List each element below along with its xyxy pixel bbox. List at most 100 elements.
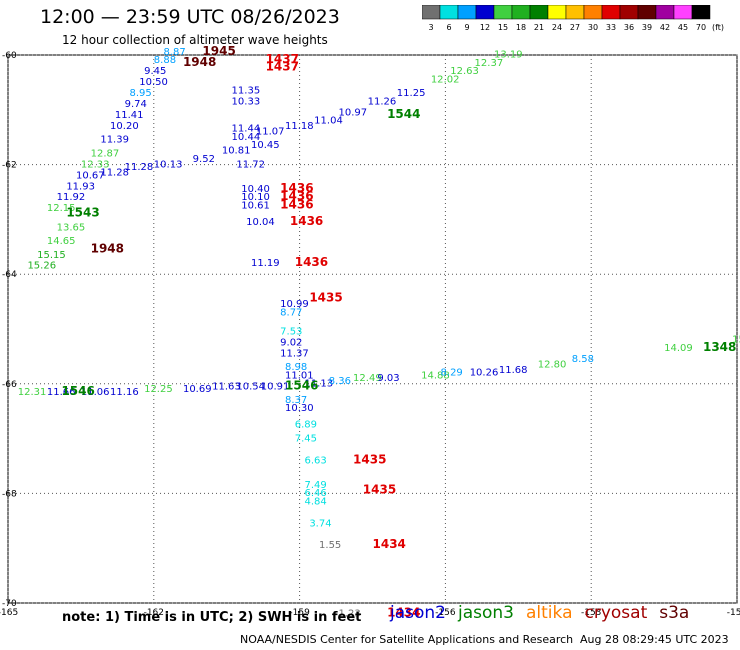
wave-height-label: 11.66: [47, 387, 76, 398]
wave-height-label: 8.37: [285, 395, 307, 406]
wave-height-label: 1.23: [338, 609, 360, 620]
pass-time-label: 1434: [387, 606, 420, 620]
wave-height-label: 15.15: [37, 250, 66, 261]
pass-time-label: 1948: [183, 55, 216, 69]
colorbar-swatch: [691, 5, 711, 20]
wave-height-label: 8.95: [130, 88, 152, 99]
colorbar-label: 70: [696, 23, 706, 32]
wave-height-label: 13.65: [57, 222, 86, 233]
wave-height-label: 10.26: [470, 368, 499, 379]
wave-height-label: 9.02: [280, 337, 302, 348]
wave-height-label: 7.45: [295, 433, 317, 444]
wave-height-label: 8.98: [285, 362, 307, 373]
wave-height-label: 11.16: [110, 387, 139, 398]
x-tick-label: -159: [289, 608, 310, 618]
satellite-legend-item: altika: [526, 603, 573, 623]
pass-time-label: 1543: [66, 206, 99, 220]
y-tick-label: -70: [2, 599, 17, 609]
wave-height-label: 10.67: [76, 170, 105, 181]
color-scale-legend: 3 6 9 12 15 18 21 24 27 30 33 36 39 42 45 70 (ft): [422, 5, 724, 32]
wave-height-label: 7.49: [304, 480, 326, 491]
wave-height-label: 10.91: [261, 381, 290, 392]
colorbar-label: 33: [606, 23, 616, 32]
wave-height-label: 14.09: [664, 343, 693, 354]
wave-height-label: 9.45: [144, 66, 166, 77]
wave-height-label: 10.13: [154, 159, 183, 170]
pass-time-label: 1434: [373, 537, 406, 551]
pass-time-label: 1436: [295, 255, 328, 269]
wave-height-label: 15.: [732, 335, 740, 346]
wave-height-label: 11.68: [499, 365, 528, 376]
wave-height-label: 11.18: [285, 121, 314, 132]
pass-time-label: 1945: [202, 44, 235, 58]
wave-height-label: 11.06: [81, 387, 110, 398]
wave-height-label: 12.31: [18, 387, 47, 398]
y-tick-label: -64: [2, 270, 17, 280]
wave-height-label: 6.89: [295, 420, 317, 431]
pass-time-label: 1436: [290, 214, 323, 228]
wave-height-label: 10.99: [280, 299, 309, 310]
wave-height-label: 12.49: [353, 373, 382, 384]
wave-height-label: 9.52: [193, 154, 215, 165]
wave-height-label: 12.63: [450, 66, 479, 77]
wave-height-label: 12.87: [91, 148, 120, 159]
wave-height-label: 11.41: [115, 110, 144, 121]
wave-height-label: 10.54: [236, 381, 265, 392]
wave-height-label: 7.53: [280, 326, 302, 337]
wave-height-label: 8.88: [154, 55, 176, 66]
wave-height-label: 6.63: [304, 455, 326, 466]
wave-height-label: 11.39: [100, 135, 129, 146]
x-tick-label: -153: [581, 608, 601, 618]
y-tick-label: -62: [2, 161, 17, 171]
y-tick-label: -68: [2, 489, 17, 499]
wave-height-label: 12.80: [538, 359, 567, 370]
wave-height-label: 6.46: [304, 488, 326, 499]
wave-height-label: 10.30: [285, 403, 314, 414]
satellite-legend-item: jason3: [458, 603, 514, 623]
wave-height-label: 8.36: [329, 376, 351, 387]
wave-height-label: 13.19: [494, 50, 523, 61]
colorbar-unit: (ft): [712, 23, 724, 32]
wave-height-label: 10.20: [110, 121, 139, 132]
wave-height-label: 11.63: [212, 381, 241, 392]
colorbar-label: 21: [534, 23, 544, 32]
satellite-legend-item: s3a: [659, 603, 690, 623]
wave-height-label: 10.04: [246, 217, 275, 228]
wave-height-label: 11.28: [125, 162, 154, 173]
pass-time-label: 1546: [285, 378, 318, 392]
x-tick-label: -156: [435, 608, 456, 618]
wave-height-label: 11.07: [256, 126, 285, 137]
wave-height-label: 10.61: [241, 200, 270, 211]
credit-line: NOAA/NESDIS Center for Satellite Applica…: [240, 633, 574, 646]
x-tick-label: -165: [0, 608, 18, 618]
satellite-legend: jason2 jason3 altika cryosat s3a: [390, 603, 701, 623]
wave-height-label: 10.33: [232, 96, 261, 107]
colorbar-label: 45: [678, 23, 688, 32]
wave-height-label: 10.10: [241, 192, 270, 203]
x-tick-label: -150: [727, 608, 740, 618]
x-tick-label: -162: [144, 608, 164, 618]
chart-title: 12:00 — 23:59 UTC 08/26/2023: [40, 6, 340, 28]
y-tick-label: -60: [2, 51, 17, 61]
wave-height-label: 11.25: [397, 88, 426, 99]
colorbar-label: 12: [480, 23, 490, 32]
colorbar-label: 30: [588, 23, 598, 32]
wave-height-label: 11.93: [66, 181, 95, 192]
wave-height-label: 10.45: [251, 140, 280, 151]
wave-height-label: 11.37: [280, 348, 309, 359]
wave-height-label: 10.97: [338, 107, 367, 118]
colorbar-label: 15: [498, 23, 508, 32]
satellite-legend-item: cryosat: [584, 603, 648, 623]
pass-time-label: 1948: [91, 241, 124, 255]
wave-height-label: 11.35: [232, 85, 261, 96]
colorbar-label: 36: [624, 23, 634, 32]
wave-height-label: 10.81: [222, 146, 251, 157]
pass-time-label: 1437: [266, 59, 299, 73]
wave-height-label: 11.72: [236, 159, 265, 170]
wave-height-label: 11.92: [57, 192, 86, 203]
wave-height-label: 9.74: [125, 99, 147, 110]
wave-height-label: 15.26: [27, 261, 56, 272]
pass-time-label: 1348: [703, 340, 736, 354]
wave-height-label: 8.77: [280, 307, 302, 318]
